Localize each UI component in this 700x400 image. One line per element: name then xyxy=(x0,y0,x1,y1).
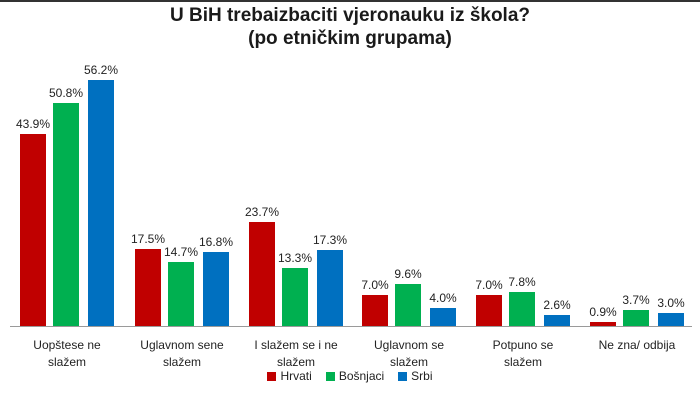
bar-srbi-5 xyxy=(658,312,684,326)
data-label: 23.7% xyxy=(244,205,280,220)
bar-bošnjaci-4 xyxy=(509,291,535,326)
category-label-line: slažem xyxy=(162,355,201,369)
data-label: 50.8% xyxy=(48,86,84,101)
bar-bošnjaci-3 xyxy=(395,283,421,326)
category-label-line: Uglavnom se xyxy=(373,338,445,352)
category-label-line: Uglavnom sene xyxy=(140,338,224,352)
category-label-line: I slažem se i ne xyxy=(254,338,338,352)
top-border xyxy=(0,0,700,2)
category-label: Uglavnom se slažem xyxy=(349,337,469,371)
data-label: 9.6% xyxy=(394,266,422,281)
category-label: Uopštese ne slažem xyxy=(7,337,127,371)
bar-bošnjaci-1 xyxy=(168,261,194,326)
category-label-line: Ne zna/ odbija xyxy=(598,338,676,352)
data-label: 7.0% xyxy=(361,278,389,293)
bar-hrvati-1 xyxy=(135,249,161,326)
legend-label: Hrvati xyxy=(280,369,312,383)
bar-srbi-2 xyxy=(317,250,343,326)
chart-title: U BiH trebaizbaciti vjeronauku iz škola?… xyxy=(0,4,700,50)
category-label: Ne zna/ odbija xyxy=(577,337,697,371)
data-label: 14.7% xyxy=(163,244,199,259)
bar-bošnjaci-0 xyxy=(53,103,79,326)
data-label: 17.3% xyxy=(312,233,348,248)
data-label: 56.2% xyxy=(83,62,119,77)
category-label: I slažem se i ne slažem xyxy=(236,337,356,371)
bar-hrvati-2 xyxy=(249,222,275,326)
chart-title-line-2: (po etničkim grupama) xyxy=(248,28,452,49)
legend-swatch-icon xyxy=(267,372,277,381)
data-label: 4.0% xyxy=(429,291,457,306)
legend-item-hrvati: Hrvati xyxy=(267,369,312,383)
bar-srbi-4 xyxy=(544,314,570,326)
legend-swatch-icon xyxy=(325,372,335,381)
x-axis-line xyxy=(10,326,692,327)
bar-bošnjaci-5 xyxy=(623,309,649,326)
legend-item-srbi: Srbi xyxy=(398,369,433,383)
bar-hrvati-0 xyxy=(20,133,46,326)
category-label-line: slažem xyxy=(276,355,315,369)
bar-bošnjaci-2 xyxy=(282,267,308,326)
data-label: 17.5% xyxy=(130,232,166,247)
data-label: 13.3% xyxy=(277,250,313,265)
bar-srbi-1 xyxy=(203,252,229,326)
data-label: 7.0% xyxy=(475,278,503,293)
legend-swatch-icon xyxy=(398,372,408,381)
category-label: Uglavnom sene slažem xyxy=(122,337,242,371)
bar-srbi-0 xyxy=(88,79,114,326)
legend-label: Srbi xyxy=(411,369,433,383)
data-label: 0.9% xyxy=(589,305,617,320)
data-label: 3.7% xyxy=(622,292,650,307)
bar-hrvati-3 xyxy=(362,295,388,326)
legend-item-bošnjaci: Bošnjaci xyxy=(325,369,385,383)
bar-hrvati-5 xyxy=(590,322,616,326)
category-label: Potpuno se slažem xyxy=(463,337,583,371)
data-label: 3.0% xyxy=(657,295,685,310)
chart-title-line-1: U BiH trebaizbaciti vjeronauku iz škola? xyxy=(169,5,531,26)
category-label-line: Potpuno se xyxy=(492,338,554,352)
legend: Hrvati Bošnjaci Srbi xyxy=(0,369,700,383)
data-label: 7.8% xyxy=(508,274,536,289)
data-label: 16.8% xyxy=(198,235,234,250)
data-label: 43.9% xyxy=(15,116,51,131)
category-label-line: slažem xyxy=(503,355,542,369)
legend-label: Bošnjaci xyxy=(338,369,385,383)
bar-hrvati-4 xyxy=(476,295,502,326)
category-label-line: Uopštese ne xyxy=(33,338,101,352)
category-label-line: slažem xyxy=(389,355,428,369)
category-label-line: slažem xyxy=(47,355,86,369)
bar-srbi-3 xyxy=(430,308,456,326)
data-label: 2.6% xyxy=(543,297,571,312)
